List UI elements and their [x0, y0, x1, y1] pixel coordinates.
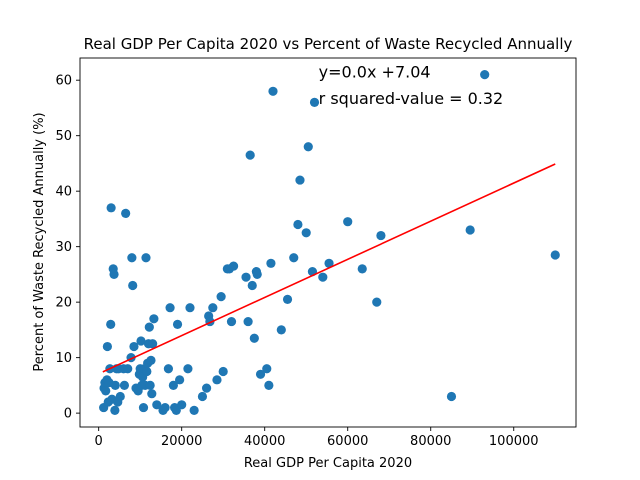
data-point [160, 402, 170, 413]
data-point [446, 391, 457, 402]
data-point [266, 258, 276, 268]
data-point [293, 219, 303, 230]
y-tick-label: 40 [55, 185, 72, 200]
data-point [189, 405, 199, 415]
data-points [99, 70, 560, 415]
data-point [123, 364, 133, 374]
data-point [212, 375, 222, 385]
data-point [372, 297, 382, 307]
annotation-text: r squared-value = 0.32 [319, 89, 504, 108]
annotations: y=0.0x +7.04 r squared-value = 0.32 [319, 62, 504, 108]
data-point [357, 264, 367, 274]
data-point [247, 280, 257, 291]
data-point [128, 280, 138, 291]
data-point [102, 341, 112, 352]
y-tick-label: 20 [55, 296, 72, 311]
data-point [175, 375, 185, 385]
data-point [127, 253, 137, 263]
x-tick-label: 100000 [489, 434, 539, 449]
data-point [148, 339, 158, 349]
data-point [101, 386, 111, 396]
x-tick-label: 40000 [244, 434, 285, 449]
data-point [550, 250, 560, 260]
data-point [249, 333, 259, 343]
y-tick-label: 10 [55, 351, 72, 366]
data-point [147, 389, 157, 399]
data-point [149, 314, 159, 324]
data-point [106, 203, 116, 213]
data-point [141, 253, 151, 263]
data-point [145, 380, 155, 390]
data-point [183, 364, 193, 374]
data-point [109, 269, 119, 280]
data-point [243, 316, 253, 327]
data-point [119, 380, 130, 390]
data-point [136, 336, 146, 346]
data-point [226, 316, 237, 327]
data-point [144, 322, 154, 332]
y-axis-label: Percent of Waste Recycled Annually (%) [32, 112, 47, 371]
data-point [168, 380, 178, 390]
data-point [301, 228, 311, 238]
data-point [185, 303, 195, 313]
data-point [262, 364, 272, 374]
data-point [146, 355, 156, 366]
data-point [165, 303, 175, 313]
regression-line-group [102, 163, 556, 373]
data-point [255, 369, 266, 379]
data-point [309, 97, 320, 107]
chart-title: Real GDP Per Capita 2020 vs Percent of W… [84, 35, 573, 53]
data-point [110, 380, 120, 390]
data-point [142, 366, 152, 377]
data-point [480, 70, 490, 80]
x-tick-label: 60000 [327, 434, 368, 449]
data-point [303, 142, 313, 152]
data-point [163, 364, 174, 374]
data-point [110, 405, 120, 415]
data-point [276, 325, 286, 335]
y-tick-label: 60 [55, 74, 72, 89]
data-point [197, 391, 208, 402]
data-point [295, 175, 305, 185]
data-point [218, 366, 228, 377]
data-point [264, 380, 274, 390]
data-point [228, 261, 239, 271]
data-point [268, 86, 278, 96]
data-point [177, 400, 187, 410]
data-point [245, 150, 255, 160]
y-tick-label: 50 [55, 129, 72, 144]
data-point [282, 294, 293, 304]
y-tick-label: 0 [64, 407, 72, 422]
data-point [324, 258, 334, 268]
data-point [172, 319, 183, 329]
data-point [241, 272, 251, 282]
data-point [106, 319, 116, 329]
data-point [201, 383, 212, 393]
data-point [121, 208, 131, 218]
x-tick-label: 80000 [410, 434, 451, 449]
data-point [129, 341, 139, 352]
data-point [138, 402, 149, 413]
x-tick-label: 0 [95, 434, 103, 449]
data-point [115, 391, 125, 402]
data-point [216, 292, 226, 302]
y-tick-label: 30 [55, 240, 72, 255]
data-point [208, 303, 218, 313]
data-point [343, 217, 353, 227]
x-axis-label: Real GDP Per Capita 2020 [244, 456, 412, 471]
x-tick-label: 20000 [161, 434, 202, 449]
regression-line [102, 163, 556, 373]
data-point [465, 225, 475, 235]
data-point [318, 272, 328, 282]
plot-frame [79, 57, 577, 428]
data-point [289, 253, 299, 263]
data-point [252, 269, 262, 280]
data-point [376, 230, 386, 241]
annotation-text: y=0.0x +7.04 [319, 62, 431, 81]
axes: 0 20000 40000 60000 80000 100000 0 10 20 30 40 50 60 [55, 57, 577, 449]
data-point [152, 400, 162, 410]
